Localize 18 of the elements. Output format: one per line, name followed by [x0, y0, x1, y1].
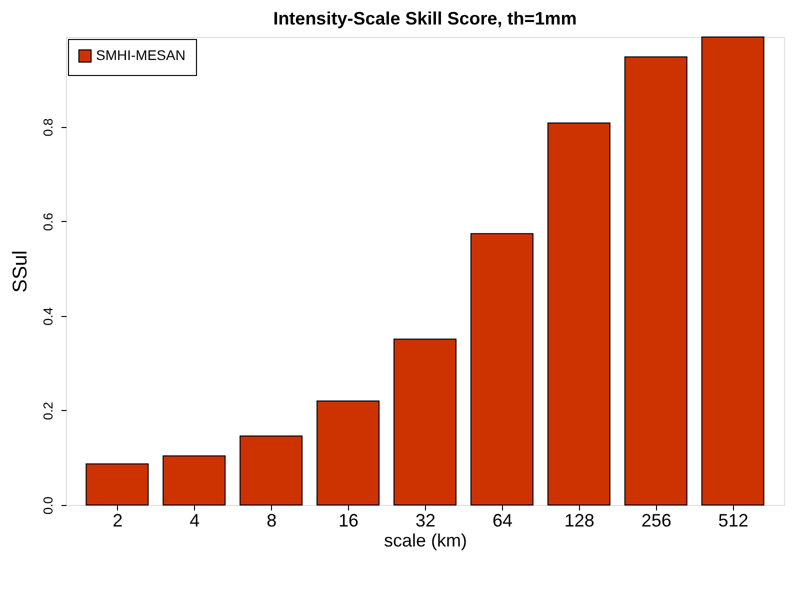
y-tick-label: 0.6: [40, 212, 56, 231]
y-axis-title: SSul: [10, 250, 32, 293]
x-tick-label: 512: [718, 510, 748, 530]
legend-label: SMHI-MESAN: [96, 47, 186, 63]
y-tick-label: 0.8: [40, 118, 56, 136]
x-tick-label: 2: [112, 510, 123, 530]
y-tick-label: 0.0: [40, 496, 56, 515]
y-tick-label: 0.4: [40, 307, 56, 326]
x-tick-label: 128: [564, 510, 594, 530]
x-tick-label: 256: [641, 510, 672, 530]
chart-title: Intensity-Scale Skill Score, th=1mm: [273, 8, 577, 28]
x-axis-title: scale (km): [384, 530, 468, 550]
x-tick-label: 4: [190, 510, 200, 530]
x-tick-label: 16: [338, 510, 359, 530]
y-tick-label: 0.2: [40, 402, 56, 420]
x-tick-label: 8: [266, 510, 277, 530]
x-tick-label: 32: [415, 510, 436, 530]
x-tick-label: 64: [492, 510, 512, 530]
